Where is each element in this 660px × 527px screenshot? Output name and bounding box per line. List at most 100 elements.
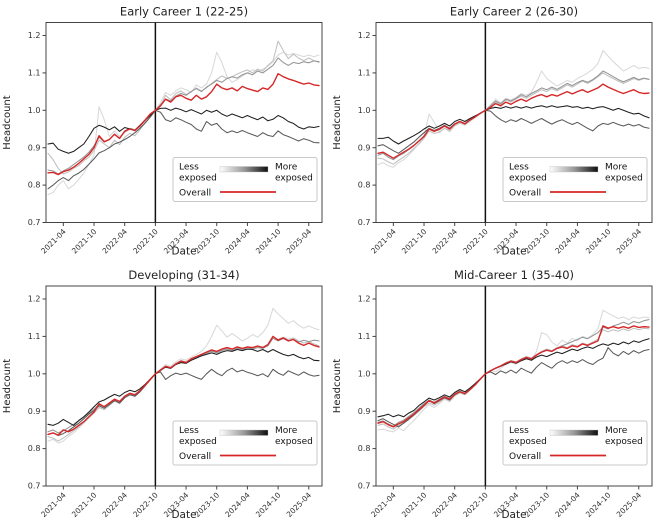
legend-exposure-gradient-bar (549, 429, 599, 436)
series-line-quintile-2 (377, 72, 650, 165)
y-tick-label: 0.8 (358, 181, 371, 190)
series-line-overall (377, 325, 650, 428)
x-tick-label: 2021-04 (39, 490, 68, 519)
y-tick-label: 0.8 (28, 444, 41, 453)
chart-early-career-2: Early Career 2 (26-30) Headcount Date 0.7 0.… (332, 5, 653, 258)
series-line-overall (47, 335, 320, 436)
series-line-quintile-2 (47, 40, 320, 175)
y-tick-label: 1.2 (358, 31, 371, 40)
x-axis-label: Date (501, 246, 526, 258)
series-line-quintile-4 (377, 109, 650, 154)
x-tick-label: 2025-04 (615, 490, 644, 519)
y-tick-label: 0.7 (358, 482, 371, 491)
legend-overall-label: Overall (179, 189, 211, 199)
legend-less-label-line2: exposed (509, 437, 547, 447)
x-tick-label: 2023-10 (193, 227, 222, 256)
plot-border (375, 285, 653, 487)
chart-mid-career-1: Mid-Career 1 (35-40) Headcount Date 0.7 0.8 0… (332, 268, 653, 521)
y-tick-label: 1.2 (358, 295, 371, 304)
series-line-quintile-4 (47, 367, 320, 437)
y-tick-label: 1.0 (358, 369, 371, 378)
y-tick-label: 0.9 (28, 407, 41, 416)
x-tick-label: 2024-04 (223, 490, 252, 519)
x-axis-label: Date (501, 509, 526, 521)
legend-less-label-line2: exposed (179, 437, 217, 447)
legend-less-label-line1: Less (179, 426, 199, 436)
chart-title: Early Career 2 (26-30) (450, 5, 578, 19)
y-tick-label: 1.1 (358, 332, 371, 341)
chart-early-career-1: Early Career 1 (22-25) Headcount Date 0.7 0.… (2, 5, 323, 258)
series-line-overall (377, 83, 650, 159)
x-tick-label: 2025-04 (285, 490, 314, 519)
y-tick-label: 0.9 (358, 143, 371, 152)
y-tick-label: 0.7 (28, 218, 41, 227)
y-tick-label: 1.0 (28, 369, 41, 378)
legend-less-label-line2: exposed (509, 174, 547, 184)
series-line-quintile-3 (47, 57, 320, 175)
chart-title: Developing (31-34) (128, 268, 239, 282)
legend-exposure-gradient-bar (219, 166, 269, 173)
y-tick-label: 0.9 (28, 143, 41, 152)
x-tick-label: 2022-10 (131, 490, 160, 519)
plot-border (45, 285, 323, 487)
legend-overall-label: Overall (509, 452, 541, 462)
series-line-quintile-2 (377, 327, 650, 430)
x-tick-label: 2021-10 (400, 490, 429, 519)
panel-developing: Developing (31-34) Headcount Date 0.7 0.8 0.9… (0, 264, 330, 527)
x-tick-label: 2024-04 (553, 227, 582, 256)
x-tick-label: 2023-10 (193, 490, 222, 519)
legend-more-label-line1: More (605, 426, 628, 436)
x-tick-label: 2021-04 (369, 227, 398, 256)
series-line-quintile-1-least-exposed (377, 309, 650, 433)
panel-mid-career-1: Mid-Career 1 (35-40) Headcount Date 0.7 0.8 0… (330, 264, 660, 527)
series-line-quintile-5-most-exposed (377, 105, 650, 145)
panel-early-career-1: Early Career 1 (22-25) Headcount Date 0.7 0.… (0, 0, 330, 264)
x-tick-label: 2021-10 (70, 227, 99, 256)
y-tick-label: 0.8 (28, 181, 41, 190)
x-tick-label: 2024-10 (584, 490, 613, 519)
x-tick-label: 2021-10 (400, 227, 429, 256)
x-tick-label: 2022-04 (101, 490, 130, 519)
x-tick-label: 2021-04 (39, 227, 68, 256)
x-tick-label: 2022-04 (101, 227, 130, 256)
x-tick-label: 2023-10 (523, 490, 552, 519)
y-axis-label: Headcount (332, 95, 343, 149)
y-tick-label: 0.9 (358, 407, 371, 416)
chart-title: Early Career 1 (22-25) (120, 5, 248, 19)
legend-less-label-line1: Less (509, 426, 529, 436)
y-tick-label: 1.2 (28, 31, 41, 40)
legend-more-label-line1: More (275, 163, 298, 173)
y-tick-label: 1.0 (358, 106, 371, 115)
plot-border (375, 22, 653, 223)
x-tick-label: 2024-10 (254, 490, 283, 519)
y-tick-label: 1.2 (28, 295, 41, 304)
legend-exposure-gradient-bar (549, 166, 599, 173)
legend-exposure-gradient-bar (219, 429, 269, 436)
legend-more-label-line1: More (605, 163, 628, 173)
x-tick-label: 2025-04 (615, 227, 644, 256)
y-axis-label: Headcount (2, 95, 13, 149)
legend-box (172, 157, 318, 202)
x-tick-label: 2024-04 (553, 490, 582, 519)
x-tick-label: 2021-10 (70, 490, 99, 519)
x-tick-label: 2024-10 (584, 227, 613, 256)
y-tick-label: 0.8 (358, 444, 371, 453)
legend-less-label-line1: Less (179, 163, 199, 173)
x-tick-label: 2022-10 (461, 227, 490, 256)
legend-more-label-line2: exposed (275, 437, 313, 447)
y-tick-label: 1.1 (28, 69, 41, 78)
legend-box (172, 420, 318, 466)
series-line-quintile-4 (47, 109, 320, 190)
y-axis-label: Headcount (332, 359, 343, 413)
y-tick-label: 0.7 (28, 482, 41, 491)
x-tick-label: 2023-10 (523, 227, 552, 256)
legend-less-label-line2: exposed (179, 174, 217, 184)
chart-developing: Developing (31-34) Headcount Date 0.7 0.8 0.9… (2, 268, 323, 521)
x-tick-label: 2022-10 (131, 227, 160, 256)
x-tick-label: 2022-10 (461, 490, 490, 519)
legend-overall-label: Overall (509, 189, 541, 199)
panel-early-career-2: Early Career 2 (26-30) Headcount Date 0.7 0.… (330, 0, 660, 264)
legend-more-label-line2: exposed (605, 174, 643, 184)
plot-border (45, 22, 323, 223)
